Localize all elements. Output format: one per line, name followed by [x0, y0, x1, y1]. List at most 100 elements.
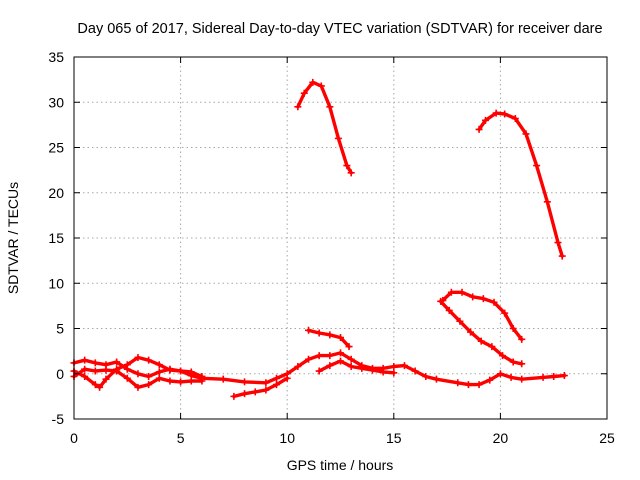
data-point [379, 368, 387, 376]
data-point [134, 383, 142, 391]
y-tick-label: -5 [52, 411, 65, 427]
data-point [558, 252, 566, 260]
y-tick-label: 30 [48, 94, 64, 110]
data-point [273, 381, 281, 389]
data-point [134, 353, 142, 361]
data-point [509, 325, 517, 332]
data-point [187, 368, 195, 376]
y-tick-label: 10 [48, 275, 64, 291]
data-point [400, 362, 408, 370]
axis-ticks [73, 56, 608, 420]
data-point [273, 374, 281, 382]
data-point [155, 374, 163, 382]
data-point [113, 358, 121, 366]
data-point [445, 306, 453, 314]
data-point [464, 381, 472, 389]
data-point [496, 370, 504, 378]
data-point [337, 334, 344, 342]
data-point [539, 373, 547, 381]
data-point [177, 367, 185, 375]
data-point [492, 109, 500, 117]
data-point [518, 360, 526, 368]
data-point [123, 374, 131, 382]
data-point [262, 386, 270, 394]
data-point [241, 390, 249, 398]
y-axis-label: SDTVAR / TECUs [5, 182, 21, 294]
data-point [368, 366, 376, 374]
chart-title: Day 065 of 2017, Sidereal Day-to-day VTE… [77, 21, 602, 37]
data-point [113, 367, 121, 375]
data-point [145, 356, 153, 364]
data-point [560, 372, 568, 380]
data-point [315, 367, 323, 375]
data-point [437, 297, 445, 305]
data-point [96, 383, 104, 391]
data-point [326, 362, 334, 370]
y-tick-label: 15 [48, 230, 64, 246]
data-point [458, 288, 466, 296]
data-point [509, 358, 517, 366]
data-point [499, 352, 507, 360]
data-point [518, 335, 526, 343]
data-point [315, 352, 323, 360]
data-point [543, 198, 551, 206]
data-series [70, 78, 568, 400]
data-point [467, 328, 475, 336]
data-point [479, 295, 487, 303]
series-satellite-arc-4 [230, 374, 291, 400]
x-axis-label: GPS time / hours [287, 457, 394, 473]
data-point [411, 367, 419, 375]
series-satellite-arc-1 [70, 349, 568, 389]
data-point [490, 298, 498, 306]
data-point [481, 116, 489, 124]
y-tick-label: 20 [48, 185, 64, 201]
series-satellite-arc-7 [294, 78, 355, 177]
data-point [283, 374, 291, 382]
data-point [486, 376, 494, 384]
data-point [550, 372, 558, 380]
data-point [177, 378, 185, 386]
data-point [511, 115, 519, 123]
data-point [91, 367, 99, 375]
data-point [294, 103, 302, 111]
data-point [488, 343, 496, 351]
data-point [300, 89, 308, 97]
data-point [145, 381, 153, 389]
data-point [309, 78, 317, 86]
data-point [81, 365, 89, 373]
data-point [337, 357, 344, 365]
data-point [475, 381, 483, 389]
data-point [554, 239, 562, 247]
data-point [123, 361, 131, 369]
x-tick-label: 15 [386, 430, 402, 446]
data-point [81, 372, 89, 380]
data-point [134, 370, 142, 378]
y-tick-label: 25 [48, 140, 64, 156]
data-point [475, 125, 483, 133]
data-point [390, 363, 398, 371]
data-point [422, 372, 430, 380]
data-point [447, 288, 455, 296]
tick-labels: 0 5 10 15 20 25 -5 0 5 10 15 20 25 30 35 [48, 49, 615, 446]
data-point [166, 377, 174, 385]
series-satellite-arc-5 [315, 357, 398, 377]
data-point [230, 392, 238, 400]
data-point [102, 366, 110, 374]
series-satellite-arc-3 [70, 365, 206, 391]
data-point [501, 309, 509, 317]
y-tick-label: 35 [48, 49, 64, 65]
data-point [533, 162, 541, 170]
data-point [326, 352, 334, 360]
x-tick-label: 5 [177, 430, 185, 446]
y-tick-label: 0 [56, 366, 64, 382]
y-tick-label: 5 [56, 321, 64, 337]
data-point [456, 317, 464, 325]
data-point [187, 377, 195, 385]
data-point [91, 381, 99, 389]
data-point [469, 293, 477, 301]
data-point [390, 369, 398, 377]
data-point [345, 343, 353, 351]
series-line [296, 80, 353, 175]
